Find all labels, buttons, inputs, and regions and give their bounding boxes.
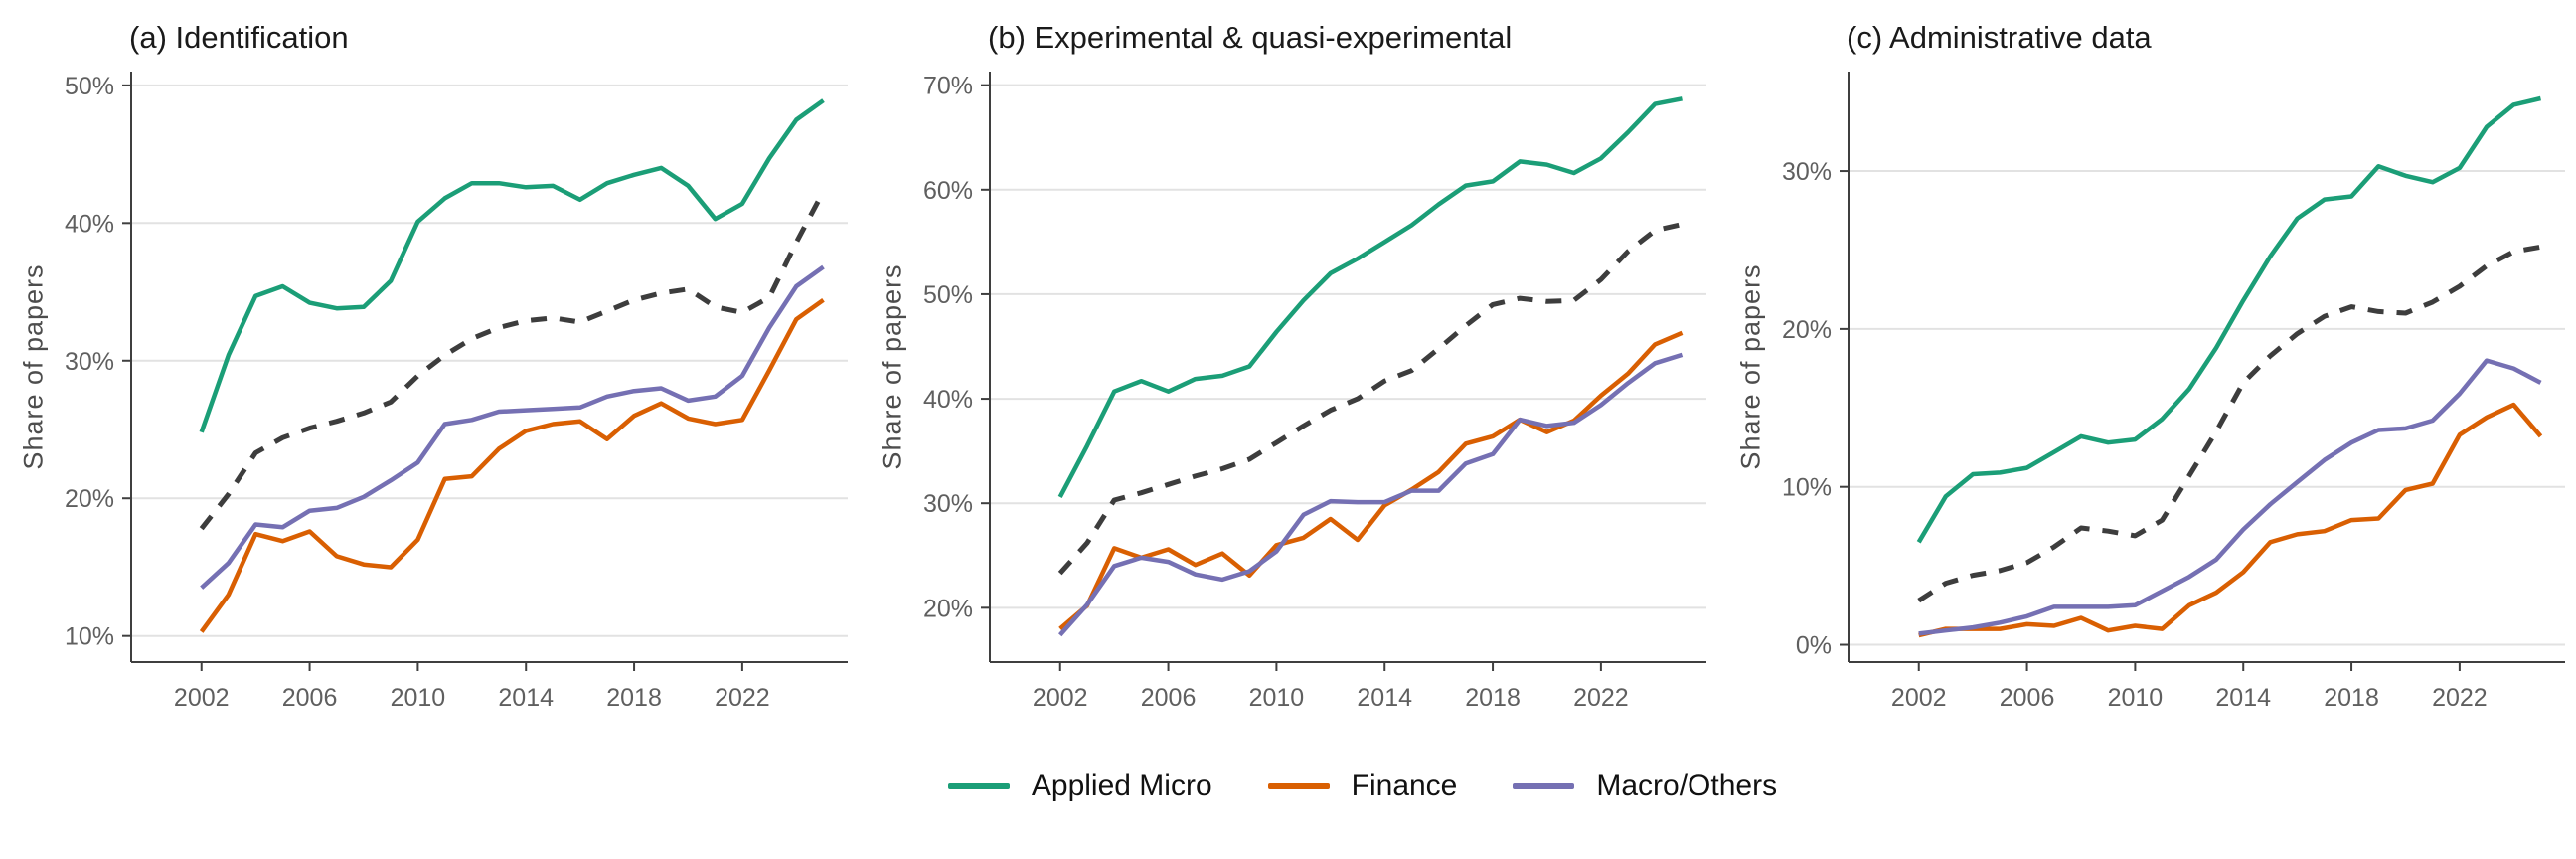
x-tick-label-2006: 2006 [2000, 684, 2055, 712]
legend-label-applied-micro: Applied Micro [1031, 770, 1212, 802]
panel-a-title: (a) Identification [129, 20, 349, 55]
y-tick-label-30: 30% [1782, 158, 1832, 186]
x-tick-label-2002: 2002 [1891, 684, 1947, 712]
x-tick-label-2014: 2014 [2215, 684, 2271, 712]
panel-a-plot-area: 10% 20% 30% 40% 50% 2002 2006 2010 2014 2018 2022 [65, 72, 848, 712]
legend-label-macro-others: Macro/Others [1596, 770, 1778, 802]
series-line-applied-micro [1916, 95, 2542, 544]
x-tick-label-2006: 2006 [282, 684, 338, 712]
x-tick-label-2002: 2002 [174, 684, 230, 712]
y-tick-label-60: 60% [923, 177, 973, 205]
x-tick-label-2010: 2010 [391, 684, 446, 712]
y-tick-label-50: 50% [65, 73, 114, 100]
legend: Applied Micro Finance Macro/Others [75, 764, 2576, 809]
y-tick-label-40: 40% [923, 386, 973, 414]
x-tick-label-2014: 2014 [1357, 684, 1412, 712]
y-tick-label-0: 0% [1796, 632, 1832, 660]
series-line-macro-others [1918, 358, 2542, 636]
panel-c-administrative-data: (c) Administrative data Share of papers … [1717, 0, 2576, 736]
x-tick-label-2018: 2018 [606, 684, 662, 712]
y-tick-label-50: 50% [923, 281, 973, 309]
y-tick-label-10: 10% [65, 623, 114, 651]
series-line-macro-others [200, 264, 825, 590]
legend-label-finance: Finance [1351, 770, 1458, 802]
legend-item-finance: Finance [1267, 770, 1458, 803]
y-tick-label-70: 70% [923, 73, 973, 100]
x-tick-label-2022: 2022 [2432, 684, 2488, 712]
x-tick-label-2010: 2010 [1249, 684, 1305, 712]
y-tick-label-30: 30% [65, 348, 114, 376]
legend-item-macro-others: Macro/Others [1513, 770, 1777, 803]
series-line-all-papers-unlabeled-dashed [1057, 222, 1684, 576]
y-tick-label-40: 40% [65, 210, 114, 238]
x-tick-label-2022: 2022 [1573, 684, 1629, 712]
panel-a-identification: (a) Identification Share of papers 10% 20… [0, 0, 859, 736]
x-tick-label-2002: 2002 [1033, 684, 1088, 712]
series-line-finance [1058, 330, 1684, 631]
series-line-applied-micro [199, 98, 825, 433]
panel-b-experimental: (b) Experimental & quasi-experimental Sh… [859, 0, 1717, 736]
series-line-macro-others [1058, 352, 1684, 637]
panel-b-plot-area: 20% 30% 40% 50% 60% 70% 2002 2006 2010 2014 2018 20… [923, 72, 1706, 712]
legend-item-applied-micro: Applied Micro [947, 770, 1212, 803]
panel-c-title: (c) Administrative data [1847, 20, 2152, 55]
y-tick-label-20: 20% [1782, 316, 1832, 344]
panel-c-plot-area: 0% 10% 20% 30% 2002 2006 2010 2014 2018 2022 [1782, 72, 2565, 712]
y-tick-label-30: 30% [923, 490, 973, 518]
series-line-all-papers-unlabeled-dashed [1917, 244, 2541, 603]
panel-b-title: (b) Experimental & quasi-experimental [988, 20, 1513, 55]
series-line-applied-micro [1057, 96, 1683, 498]
x-tick-label-2014: 2014 [498, 684, 554, 712]
series-line-all-papers-unlabeled-dashed [199, 190, 826, 531]
y-tick-label-10: 10% [1782, 474, 1832, 502]
macro-others-line-swatch-icon [1513, 783, 1575, 789]
series-line-finance [1918, 402, 2543, 638]
panel-row: (a) Identification Share of papers 10% 20… [0, 0, 2576, 736]
x-tick-label-2018: 2018 [1465, 684, 1521, 712]
x-tick-label-2022: 2022 [715, 684, 770, 712]
y-tick-label-20: 20% [923, 595, 973, 622]
series-line-finance [199, 297, 825, 633]
x-tick-label-2018: 2018 [2324, 684, 2379, 712]
finance-line-swatch-icon [1267, 783, 1330, 789]
applied-micro-line-swatch-icon [947, 783, 1010, 789]
x-tick-label-2010: 2010 [2108, 684, 2164, 712]
y-tick-label-20: 20% [65, 485, 114, 513]
x-tick-label-2006: 2006 [1141, 684, 1197, 712]
